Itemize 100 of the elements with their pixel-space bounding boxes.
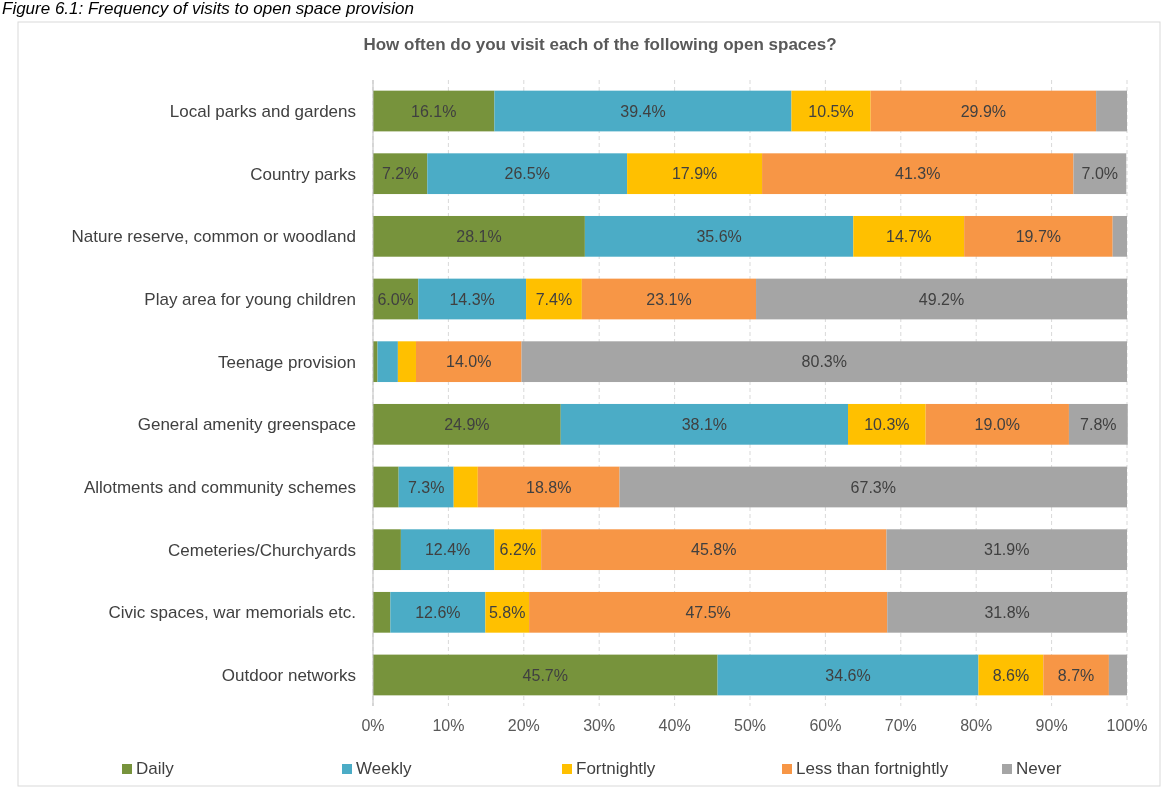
data-label: 39.4% <box>620 102 666 120</box>
bar <box>541 529 887 571</box>
x-tick-label: 10% <box>432 717 465 734</box>
data-label: 7.8% <box>1080 415 1117 433</box>
bar <box>494 90 792 132</box>
data-label: 7.0% <box>1081 165 1119 183</box>
data-label: 41.3% <box>895 165 941 183</box>
legend-label: Less than fortnightly <box>796 759 949 778</box>
data-label: 14.0% <box>446 353 492 371</box>
data-label: 5.8% <box>488 603 526 621</box>
bar <box>762 153 1074 195</box>
bar <box>1043 654 1109 696</box>
data-label: 7.2% <box>381 165 419 183</box>
data-label: 16.1% <box>411 102 457 120</box>
bar <box>373 654 718 696</box>
data-label: 17.9% <box>671 165 718 183</box>
data-label: 24.9% <box>444 415 490 433</box>
data-label: 80.3% <box>801 353 847 371</box>
data-label: 45.7% <box>522 666 568 684</box>
bar <box>427 153 628 195</box>
data-label: 23.1% <box>646 290 692 308</box>
y-tick-label: Cemeteries/Churchyards <box>167 540 356 560</box>
bar <box>453 466 478 508</box>
data-label: 49.2% <box>918 290 965 308</box>
bar <box>584 215 854 257</box>
bar <box>717 654 979 696</box>
bar <box>1108 654 1127 696</box>
bar <box>373 591 391 633</box>
legend-label: Daily <box>136 759 175 778</box>
x-tick-label: 50% <box>733 717 767 734</box>
data-label: 45.8% <box>691 541 737 559</box>
data-label: 19.7% <box>1015 227 1062 245</box>
y-tick-label: Play area for young children <box>144 289 356 309</box>
data-label: 12.4% <box>424 541 471 559</box>
bar <box>1073 153 1127 195</box>
y-tick-label: Allotments and community schemes <box>83 477 356 497</box>
chart-title: How often do you visit each of the following open spaces? <box>363 35 837 54</box>
data-label: 10.3% <box>864 415 910 433</box>
data-label: 31.8% <box>984 603 1030 621</box>
data-label: 18.8% <box>525 478 572 496</box>
x-tick-label: 40% <box>658 717 691 734</box>
data-label: 12.6% <box>415 603 461 621</box>
x-tick-label: 60% <box>809 717 842 734</box>
bar <box>853 215 965 257</box>
y-tick-label: General amenity greenspace <box>137 415 356 435</box>
bar <box>791 90 871 132</box>
y-tick-label: Civic spaces, war memorials etc. <box>108 603 356 623</box>
data-label: 8.6% <box>992 666 1030 684</box>
bar <box>373 90 495 132</box>
data-label: 47.5% <box>685 603 731 621</box>
bar <box>400 529 495 571</box>
x-tick-label: 0% <box>361 717 385 734</box>
bar <box>581 278 757 320</box>
y-tick-label: Nature reserve, common or woodland <box>71 227 356 247</box>
data-label: 8.7% <box>1057 666 1095 684</box>
bar <box>521 341 1127 383</box>
bar <box>870 90 1097 132</box>
x-tick-label: 70% <box>884 717 917 734</box>
y-tick-label: Local parks and gardens <box>169 101 356 121</box>
data-label: 26.5% <box>504 165 550 183</box>
data-label: 14.7% <box>886 227 932 245</box>
bar <box>418 278 527 320</box>
bar <box>373 466 399 508</box>
data-label: 10.5% <box>808 102 854 120</box>
caption: Figure 6.1: Frequency of visits to open space provision <box>2 0 414 18</box>
y-tick-label: Country parks <box>250 164 356 184</box>
bar <box>1068 403 1128 445</box>
bar <box>848 403 926 445</box>
bar <box>1096 90 1127 132</box>
bar <box>560 403 849 445</box>
data-label: 38.1% <box>681 415 728 433</box>
bar <box>390 591 486 633</box>
bar <box>619 466 1127 508</box>
bar <box>397 341 416 383</box>
bar <box>756 278 1127 320</box>
bar <box>415 341 522 383</box>
x-tick-label: 80% <box>960 717 993 734</box>
data-label: 7.4% <box>535 290 573 308</box>
x-tick-label: 100% <box>1106 717 1148 734</box>
bar <box>964 215 1113 257</box>
y-tick-label: Teenage provision <box>218 352 356 372</box>
data-label: 67.3% <box>850 478 896 496</box>
bar <box>925 403 1069 445</box>
bar <box>627 153 763 195</box>
bar <box>1112 215 1127 257</box>
data-label: 14.3% <box>449 290 495 308</box>
data-label: 35.6% <box>696 227 742 245</box>
x-tick-label: 90% <box>1035 717 1068 734</box>
data-label: 6.2% <box>499 541 536 559</box>
bar <box>377 341 398 383</box>
data-label: 7.3% <box>407 478 445 496</box>
bar <box>373 529 401 571</box>
bar <box>886 529 1127 571</box>
bar <box>373 403 561 445</box>
x-tick-label: 30% <box>583 717 616 734</box>
bar <box>477 466 620 508</box>
legend-label: Never <box>1016 759 1062 778</box>
bar <box>887 591 1127 633</box>
data-label: 28.1% <box>456 227 502 245</box>
bar <box>529 591 888 633</box>
